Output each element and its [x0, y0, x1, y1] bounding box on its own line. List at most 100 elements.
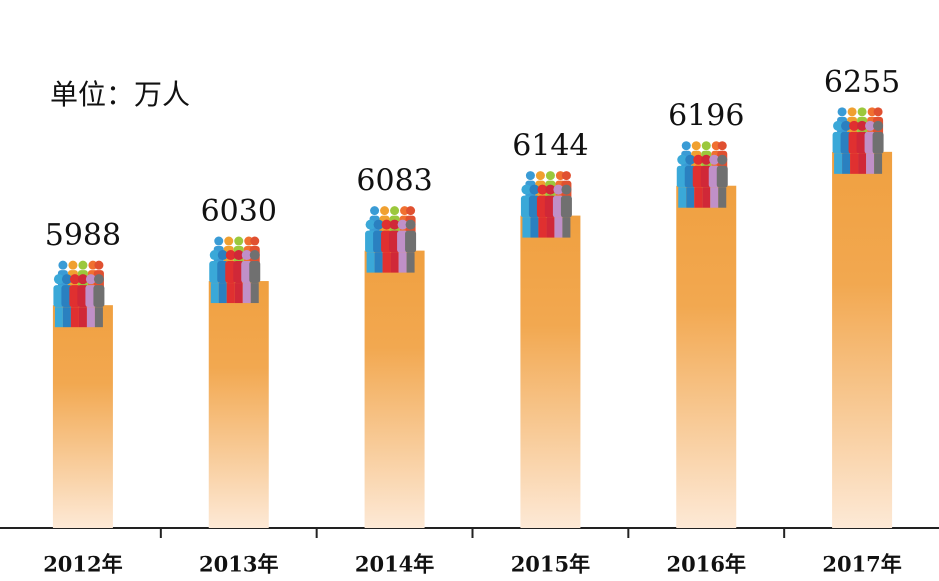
person-legs — [678, 187, 687, 208]
value-label: 6196 — [668, 99, 744, 134]
people-icon — [520, 171, 572, 238]
person-head — [545, 184, 556, 195]
people-icon — [53, 260, 105, 328]
person-head — [677, 154, 688, 165]
person-legs — [702, 187, 711, 208]
person-head — [397, 219, 408, 230]
person-body — [405, 230, 417, 253]
person-legs — [842, 153, 851, 174]
x-tick-label: 2013年 — [199, 552, 278, 577]
person-legs — [694, 187, 703, 208]
person-head — [249, 250, 260, 261]
person-legs — [78, 307, 87, 328]
person-legs — [834, 153, 843, 174]
person-head — [380, 206, 390, 216]
person-legs — [554, 217, 563, 238]
value-label: 5988 — [45, 218, 121, 253]
person-body — [93, 285, 105, 308]
person-head — [250, 236, 260, 246]
person-head — [561, 171, 571, 181]
person-head — [68, 260, 78, 270]
person-head — [381, 219, 392, 230]
person-legs — [858, 153, 867, 174]
person-head — [365, 219, 376, 230]
people-icon — [832, 107, 884, 174]
person-legs — [382, 252, 391, 273]
person-head — [389, 219, 400, 230]
person-legs — [874, 153, 883, 174]
bar — [520, 215, 581, 529]
person-head — [214, 236, 224, 246]
person-head — [553, 184, 564, 195]
person-head — [93, 274, 104, 285]
person-head — [685, 154, 696, 165]
value-label: 6030 — [201, 194, 277, 229]
value-label: 6083 — [356, 164, 432, 199]
person-legs — [406, 252, 415, 273]
bar — [676, 185, 737, 528]
person-legs — [850, 153, 859, 174]
person-head — [865, 120, 876, 131]
person-body — [716, 165, 728, 188]
person-head — [53, 274, 64, 285]
person-head — [370, 206, 380, 216]
x-tick-label: 2015年 — [511, 552, 590, 577]
person-legs — [94, 307, 103, 328]
person-legs — [398, 252, 407, 273]
x-tick-label: 2017年 — [822, 552, 901, 577]
x-tick-label: 2016年 — [667, 552, 746, 577]
person-legs — [538, 217, 547, 238]
person-head — [561, 184, 572, 195]
person-head — [833, 120, 844, 131]
person-head — [209, 250, 220, 261]
person-head — [717, 154, 728, 165]
person-head — [94, 260, 104, 270]
bar — [364, 250, 425, 528]
x-tick-label: 2014年 — [355, 552, 434, 577]
person-head — [373, 219, 384, 230]
person-body — [872, 131, 884, 154]
person-legs — [250, 283, 259, 304]
bar — [52, 305, 113, 528]
person-legs — [546, 217, 555, 238]
person-head — [873, 120, 884, 131]
person-head — [849, 120, 860, 131]
person-body — [560, 195, 572, 218]
person-legs — [218, 283, 227, 304]
person-legs — [242, 283, 251, 304]
person-head — [405, 219, 416, 230]
person-head — [847, 107, 857, 117]
person-head — [857, 107, 867, 117]
person-legs — [374, 252, 383, 273]
person-legs — [210, 283, 219, 304]
person-head — [701, 154, 712, 165]
person-head — [224, 236, 234, 246]
person-head — [78, 260, 88, 270]
person-head — [241, 250, 252, 261]
person-head — [85, 274, 96, 285]
person-legs — [530, 217, 539, 238]
person-head — [709, 154, 720, 165]
person-legs — [62, 307, 71, 328]
person-head — [58, 260, 68, 270]
people-icon — [365, 206, 417, 273]
person-head — [406, 206, 416, 216]
person-head — [873, 107, 883, 117]
person-head — [390, 206, 400, 216]
x-tick-label: 2012年 — [43, 552, 122, 577]
person-legs — [686, 187, 695, 208]
person-head — [857, 120, 868, 131]
people-icon — [676, 141, 728, 208]
person-head — [535, 171, 545, 181]
person-legs — [866, 153, 875, 174]
person-head — [717, 141, 727, 151]
person-head — [77, 274, 88, 285]
person-head — [233, 250, 244, 261]
value-label: 6144 — [512, 129, 588, 164]
person-legs — [86, 307, 95, 328]
person-head — [837, 107, 847, 117]
person-head — [525, 171, 535, 181]
person-body — [249, 261, 261, 284]
person-legs — [54, 307, 63, 328]
